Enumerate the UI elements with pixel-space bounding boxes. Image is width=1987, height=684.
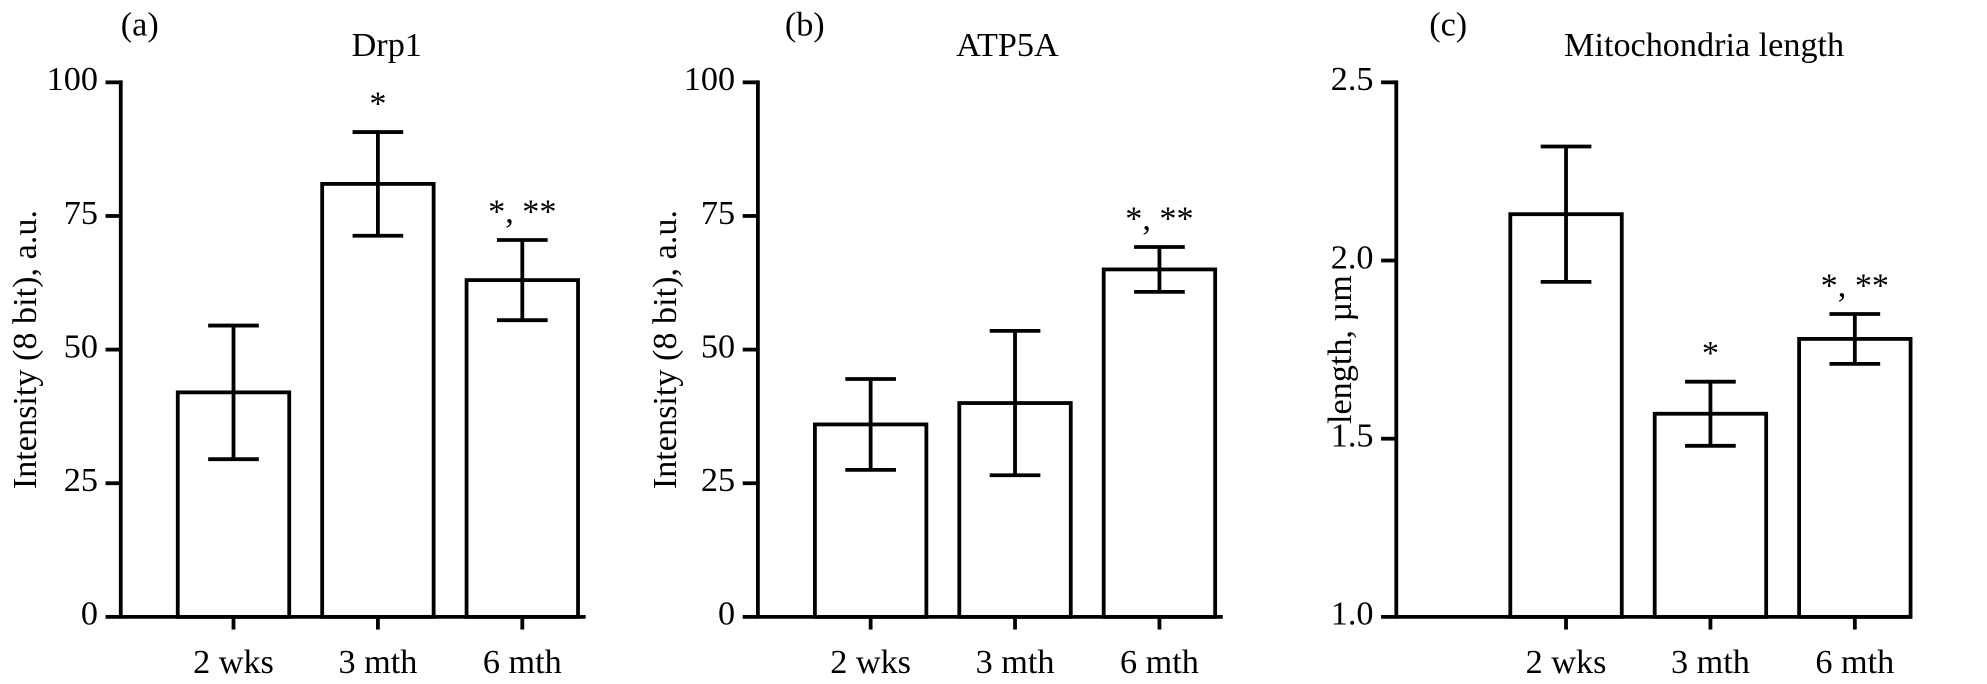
significance-label: * — [369, 86, 386, 123]
error-bar — [496, 238, 548, 323]
y-tick-label: 25 — [64, 462, 98, 499]
y-tick-label: 75 — [701, 195, 735, 232]
x-tick-label: 6 mth — [1815, 644, 1894, 681]
chart-title: Drp1 — [352, 27, 422, 64]
error-bar — [352, 130, 404, 238]
significance-label: *, ** — [1125, 200, 1193, 237]
x-tick-label: 6 mth — [1120, 644, 1199, 681]
y-axis-label: length, µm — [1322, 275, 1359, 424]
y-tick-label: 25 — [701, 462, 735, 499]
x-tick-label: 3 mth — [1671, 644, 1750, 681]
x-tick-label: 2 wks — [193, 644, 274, 681]
significance-label: * — [1702, 335, 1719, 372]
y-tick-label: 0 — [718, 596, 735, 633]
error-bar — [1685, 379, 1736, 448]
bar — [320, 181, 436, 619]
error-bar — [1134, 245, 1185, 294]
significance-label: *, ** — [488, 194, 556, 231]
panel-label: (a) — [121, 7, 159, 44]
panel-label: (b) — [785, 7, 825, 44]
error-bar — [989, 328, 1041, 478]
y-tick-label: 100 — [47, 61, 98, 98]
bar — [1797, 337, 1913, 619]
y-tick-label: 75 — [64, 195, 98, 232]
y-tick-label: 0 — [81, 596, 98, 633]
y-tick-label: 100 — [684, 61, 735, 98]
y-tick-label: 50 — [701, 328, 735, 365]
bar — [464, 278, 580, 619]
x-tick-label: 2 wks — [1526, 644, 1607, 681]
y-tick-label: 50 — [64, 328, 98, 365]
error-bar — [1540, 144, 1592, 284]
y-axis-label: Intensity (8 bit), a.u. — [7, 210, 44, 489]
y-tick-label: 1.0 — [1331, 596, 1374, 633]
axes — [756, 80, 1223, 619]
x-tick-label: 3 mth — [976, 644, 1055, 681]
y-axis-label: Intensity (8 bit), a.u. — [647, 210, 684, 489]
axes — [1394, 80, 1911, 619]
x-tick-label: 6 mth — [483, 644, 562, 681]
significance-label: *, ** — [1821, 267, 1889, 304]
bar — [1508, 212, 1624, 619]
bar — [1101, 267, 1218, 619]
y-tick-label: 1.5 — [1331, 418, 1374, 455]
x-tick-label: 2 wks — [830, 644, 911, 681]
axes — [118, 80, 586, 619]
chart-title: Mitochondria length — [1564, 27, 1844, 64]
error-bar — [845, 377, 896, 472]
y-tick-label: 2.0 — [1331, 239, 1374, 276]
panel-label: (c) — [1429, 7, 1467, 44]
chart-title: ATP5A — [956, 27, 1059, 64]
error-bar — [1829, 312, 1881, 366]
y-tick-label: 2.5 — [1331, 61, 1374, 98]
error-bar — [208, 323, 259, 462]
x-tick-label: 3 mth — [338, 644, 417, 681]
